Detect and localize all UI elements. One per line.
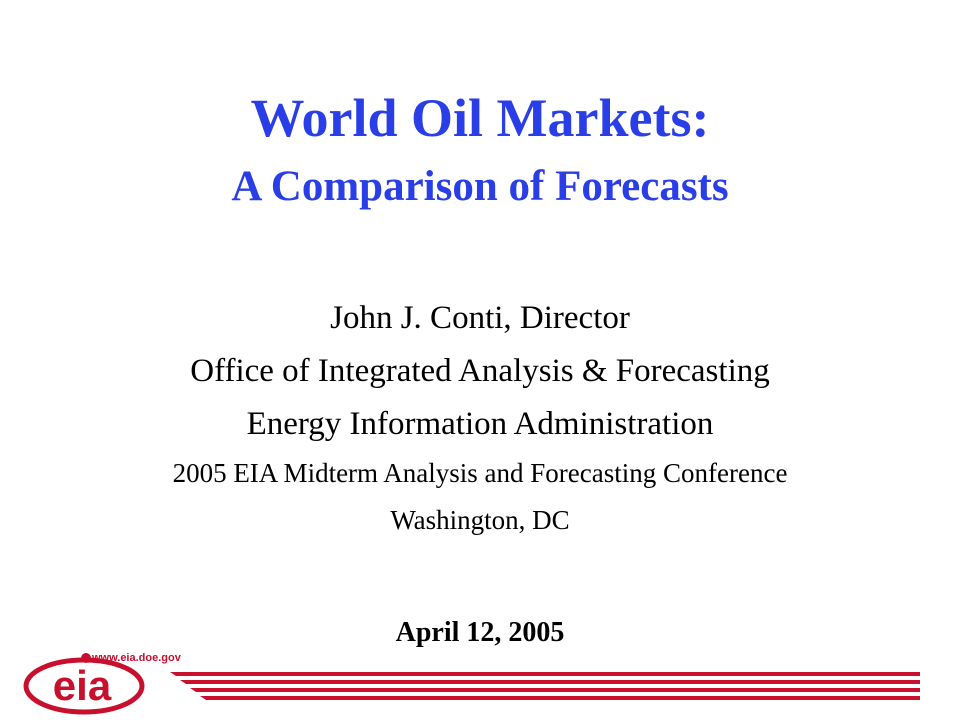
conference-name: 2005 EIA Midterm Analysis and Forecastin…	[172, 458, 788, 488]
slide-subtitle: A Comparison of Forecasts	[231, 163, 729, 210]
presenter-name: John J. Conti, Director	[330, 300, 630, 336]
eia-logo: eia	[23, 653, 145, 715]
presenter-office: Office of Integrated Analysis & Forecast…	[190, 353, 770, 389]
eia-logo-text: eia	[53, 662, 112, 709]
website-url: www.eia.doe.gov	[92, 652, 181, 664]
presentation-date: April 12, 2005	[395, 617, 565, 648]
footer-stripes	[170, 672, 920, 700]
slide-title: World Oil Markets:	[250, 88, 710, 148]
presenter-organization: Energy Information Administration	[246, 406, 714, 442]
conference-location: Washington, DC	[390, 505, 570, 535]
